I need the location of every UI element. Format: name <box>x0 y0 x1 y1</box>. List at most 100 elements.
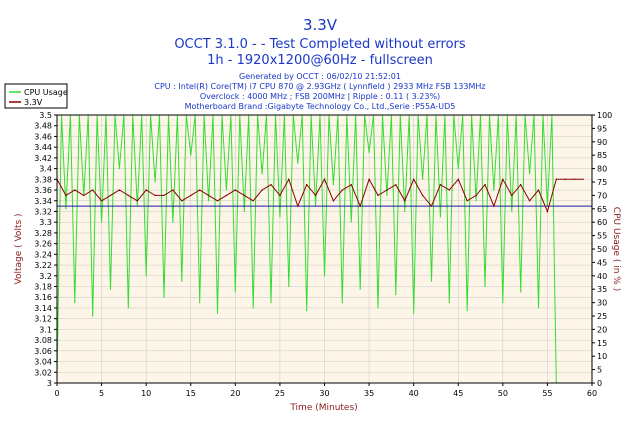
y-right-tick-label: 55 <box>597 232 607 241</box>
y-right-axis-label: CPU Usage ( in % ) <box>611 207 621 291</box>
y-left-tick-label: 3.5 <box>39 111 52 120</box>
y-right-tick-label: 45 <box>597 258 607 267</box>
cpu-usage-point <box>154 181 156 183</box>
cpu-usage-point <box>439 216 442 218</box>
x-tick-label: 25 <box>275 389 285 398</box>
voltage-point <box>475 194 477 197</box>
cpu-usage-point <box>261 173 263 175</box>
cpu-usage-point <box>537 307 540 309</box>
voltage-point <box>234 189 237 191</box>
voltage-point <box>493 205 495 207</box>
legend-voltage-label: 3.3V <box>24 98 43 107</box>
voltage-point <box>430 205 433 207</box>
cpu-usage-point <box>359 288 361 290</box>
voltage-point <box>519 183 522 186</box>
cpu-usage-point <box>430 280 433 282</box>
voltage-point <box>439 183 442 186</box>
voltage-point <box>163 194 165 197</box>
voltage-line <box>56 178 584 214</box>
y-left-tick-label: 3.28 <box>34 229 52 238</box>
y-right-tick-label: 30 <box>597 299 607 308</box>
cpu-usage-point <box>74 302 76 304</box>
cpu-usage-point <box>457 168 459 170</box>
voltage-point <box>65 194 67 197</box>
y-left-tick-label: 3.48 <box>34 122 52 131</box>
legend-box <box>4 83 68 109</box>
cpu-usage-point <box>421 178 424 180</box>
cpu-usage-point <box>404 210 406 213</box>
y-left-tick-label: 3.22 <box>34 261 52 270</box>
voltage-point <box>207 194 210 197</box>
y-left-tick-label: 3.38 <box>34 175 52 184</box>
voltage-point <box>368 178 370 181</box>
voltage-series <box>56 178 584 214</box>
cpu-usage-point <box>475 200 477 202</box>
legend-cpu-label: CPU Usage <box>24 88 68 97</box>
info-cpu: CPU : Intel(R) Core(TM) i7 CPU 870 @ 2.9… <box>154 82 485 91</box>
info-overclock: Overclock : 4000 MHz ; FSB 200MHz | Ripp… <box>200 92 440 101</box>
y-left-tick-label: 3.26 <box>34 240 52 249</box>
y-left-tick-label: 3.14 <box>34 304 52 313</box>
voltage-point <box>502 178 504 181</box>
y-right-tick-label: 0 <box>597 379 602 388</box>
y-left-tick-label: 3 <box>47 379 52 388</box>
voltage-point <box>270 183 272 186</box>
info-motherboard: Motherboard Brand :Gigabyte Technology C… <box>185 102 456 111</box>
x-tick-label: 20 <box>230 389 240 398</box>
cpu-usage-point <box>448 302 450 304</box>
chart-subtitle-resolution: 1h - 1920x1200@60Hz - fullscreen <box>207 53 433 68</box>
y-left-tick-label: 3.36 <box>34 186 52 195</box>
cpu-usage-point <box>341 302 343 304</box>
y-left-axis-label: Voltage ( Volts ) <box>14 213 24 284</box>
voltage-point <box>216 200 219 202</box>
cpu-usage-point <box>145 275 147 277</box>
y-left-tick-label: 3.42 <box>34 154 52 163</box>
y-right-tick-label: 40 <box>597 272 607 281</box>
voltage-point <box>466 200 468 202</box>
x-tick-label: 0 <box>54 389 59 398</box>
y-left-tick-label: 3.02 <box>34 368 52 377</box>
chart-subtitle-test: OCCT 3.1.0 - - Test Completed without er… <box>174 37 466 52</box>
voltage-point <box>573 178 575 181</box>
x-tick-label: 40 <box>409 389 419 398</box>
cpu-usage-point <box>297 162 299 164</box>
cpu-usage-point <box>332 184 335 186</box>
x-tick-label: 10 <box>141 389 151 398</box>
y-right-tick-label: 85 <box>597 151 607 160</box>
cpu-usage-point <box>377 307 379 309</box>
y-right-tick-label: 70 <box>597 191 607 200</box>
voltage-point <box>323 178 326 181</box>
chart-title: 3.3V <box>303 16 338 34</box>
voltage-point <box>252 200 254 202</box>
voltage-point <box>305 183 308 186</box>
y-right-tick-label: 95 <box>597 124 607 133</box>
y-right-tick-label: 35 <box>597 285 607 294</box>
cpu-usage-point <box>484 285 486 288</box>
cpu-usage-point <box>243 210 245 213</box>
y-right-tick-label: 75 <box>597 178 607 187</box>
cpu-usage-point <box>511 210 513 213</box>
voltage-point <box>377 194 379 197</box>
voltage-point <box>181 200 183 202</box>
y-left-tick-label: 3.44 <box>34 143 52 152</box>
y-right-tick-label: 90 <box>597 138 607 147</box>
cpu-usage-point <box>466 310 468 312</box>
voltage-point <box>136 200 138 202</box>
x-tick-label: 30 <box>319 389 329 398</box>
cpu-usage-point <box>493 189 495 191</box>
cpu-usage-point <box>225 189 228 191</box>
cpu-usage-point <box>279 216 281 218</box>
y-left-tick-label: 3.08 <box>34 336 52 345</box>
x-tick-label: 5 <box>99 389 104 398</box>
y-left-tick-label: 3.04 <box>34 358 52 367</box>
cpu-usage-point <box>368 151 370 154</box>
y-left-tick-label: 3.1 <box>39 325 52 334</box>
y-left-tick-label: 3.32 <box>34 207 52 216</box>
y-right-tick-label: 65 <box>597 205 607 214</box>
cpu-usage-point <box>181 280 183 282</box>
cpu-usage-point <box>216 312 219 314</box>
cpu-usage-point <box>172 221 174 223</box>
voltage-point <box>172 189 174 191</box>
x-tick-label: 55 <box>542 389 552 398</box>
